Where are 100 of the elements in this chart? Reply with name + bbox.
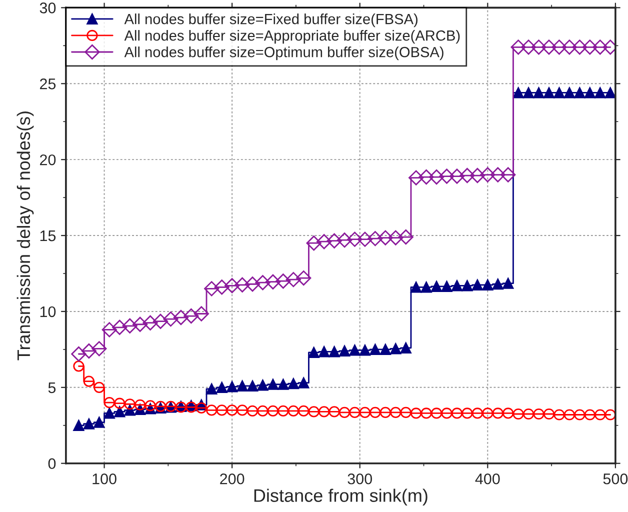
point <box>480 167 496 182</box>
y-tick-label: 25 <box>40 78 56 90</box>
point <box>336 232 352 248</box>
point <box>574 87 586 98</box>
point <box>246 405 258 417</box>
point <box>594 87 606 98</box>
point <box>194 306 209 322</box>
point <box>298 405 310 417</box>
point <box>572 40 588 55</box>
point <box>472 279 483 290</box>
point <box>338 345 350 357</box>
point <box>439 168 454 184</box>
point <box>400 406 412 418</box>
point <box>370 344 381 355</box>
point <box>173 310 189 326</box>
point <box>380 344 391 355</box>
point <box>318 406 330 418</box>
point <box>368 230 383 246</box>
point <box>543 87 555 98</box>
point <box>163 311 178 327</box>
point <box>257 405 268 417</box>
point <box>462 280 473 292</box>
point <box>490 167 506 182</box>
point <box>73 420 84 431</box>
y-tick-label: 30 <box>40 2 56 14</box>
point <box>543 408 555 420</box>
point <box>144 400 156 412</box>
point <box>94 382 105 393</box>
point <box>214 280 230 295</box>
point <box>380 406 391 418</box>
y-tick-label: 20 <box>40 154 56 166</box>
point <box>531 40 546 55</box>
point <box>83 418 94 430</box>
point <box>492 408 504 419</box>
point <box>584 87 596 98</box>
point <box>132 316 148 332</box>
point <box>462 408 473 419</box>
point <box>564 409 575 420</box>
point <box>564 87 575 98</box>
point <box>236 380 248 392</box>
x-tick-label: 400 <box>475 473 500 484</box>
point <box>554 409 565 420</box>
point <box>552 40 567 55</box>
point <box>81 343 97 359</box>
point <box>398 229 414 245</box>
point <box>306 236 322 251</box>
point <box>308 406 320 418</box>
point <box>400 342 412 354</box>
point <box>134 399 146 410</box>
point <box>204 281 220 296</box>
point <box>286 272 301 288</box>
point <box>410 408 422 419</box>
legend-label: All nodes buffer size=Appropriate buffer size(ARCB) <box>124 30 460 44</box>
point <box>472 408 483 419</box>
point <box>298 377 310 388</box>
point <box>206 383 218 394</box>
point <box>418 169 434 185</box>
point <box>349 406 360 418</box>
point <box>104 397 115 408</box>
point <box>533 87 544 98</box>
y-axis-title: Transmission delay of nodes(s) <box>16 112 34 360</box>
point <box>562 40 578 55</box>
point <box>470 168 485 184</box>
point <box>574 409 586 420</box>
point <box>326 233 342 248</box>
point <box>265 274 281 290</box>
point <box>441 280 452 292</box>
point <box>451 280 463 292</box>
point <box>114 398 126 409</box>
point <box>347 232 362 247</box>
point <box>257 380 268 391</box>
point <box>267 405 279 417</box>
point <box>296 270 312 286</box>
point <box>349 344 360 356</box>
point <box>92 341 107 356</box>
point <box>604 409 616 420</box>
point <box>328 346 340 358</box>
legend-label: All nodes buffer size=Optimum buffer size(OBSA) <box>124 46 444 60</box>
point <box>492 278 504 290</box>
point <box>390 343 402 354</box>
point <box>278 378 289 390</box>
point <box>206 404 218 416</box>
point <box>428 169 444 185</box>
point <box>533 408 544 420</box>
point <box>451 408 463 419</box>
point <box>122 318 138 334</box>
x-tick-label: 200 <box>220 473 244 484</box>
point <box>184 308 199 324</box>
point <box>604 87 616 98</box>
x-axis-title: Distance from sink(m) <box>254 488 428 506</box>
point <box>226 381 238 392</box>
point <box>318 346 330 358</box>
point <box>522 408 534 420</box>
point <box>592 40 608 55</box>
y-tick-label: 15 <box>40 230 56 242</box>
point <box>594 409 606 420</box>
point <box>420 408 432 419</box>
point <box>276 274 291 289</box>
point <box>102 322 117 338</box>
point <box>216 382 228 393</box>
